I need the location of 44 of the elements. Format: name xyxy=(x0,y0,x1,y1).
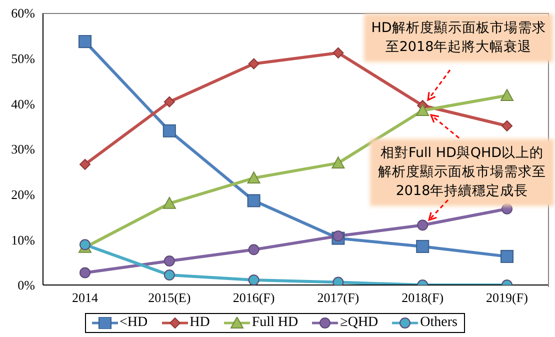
point xyxy=(78,35,92,48)
legend-label: Full HD xyxy=(250,315,298,331)
y-tick-label: 30% xyxy=(11,142,36,157)
point xyxy=(247,194,260,208)
point xyxy=(332,47,344,58)
point xyxy=(80,267,90,278)
point xyxy=(332,156,345,169)
point xyxy=(500,89,514,102)
legend-label: Others xyxy=(419,315,458,331)
x-tick-label: 2016(F) xyxy=(232,290,275,306)
point xyxy=(247,172,260,184)
y-tick-label: 60% xyxy=(11,6,36,21)
legend-label: ≥QHD xyxy=(339,315,378,331)
point xyxy=(162,124,176,138)
legend-label: <HD xyxy=(118,315,148,331)
y-tick-label: 0% xyxy=(18,278,36,293)
point xyxy=(502,120,512,132)
legend-label: HD xyxy=(188,315,210,331)
annotation: HD解析度顯示面板市場需求至2018年起將大幅衰退 xyxy=(367,17,550,59)
point xyxy=(248,244,260,256)
point xyxy=(164,255,175,266)
point xyxy=(417,220,428,231)
y-tick-label: 10% xyxy=(11,232,36,248)
point xyxy=(502,203,512,214)
point xyxy=(332,230,344,242)
point xyxy=(164,96,175,108)
y-tick-label: 20% xyxy=(11,186,36,202)
point xyxy=(248,274,260,285)
x-tick-label: 2015(E) xyxy=(148,290,191,306)
x-tick-label: 2019(F) xyxy=(486,290,528,306)
x-tick-label: 2018(F) xyxy=(402,290,444,306)
point xyxy=(248,58,260,70)
point xyxy=(80,158,90,170)
point xyxy=(416,104,430,116)
annotation: 相對Full HD與QHD以上的解析度顯示面板市場需求至2018年持續穩定成長 xyxy=(373,142,551,203)
point xyxy=(164,270,175,281)
point xyxy=(80,239,90,250)
point xyxy=(416,240,430,253)
point xyxy=(162,196,176,209)
y-tick-label: 50% xyxy=(11,50,36,66)
y-tick-label: 40% xyxy=(11,96,36,112)
x-tick-label: 2014 xyxy=(72,290,98,306)
point xyxy=(500,250,514,263)
x-tick-label: 2017(F) xyxy=(317,290,360,306)
